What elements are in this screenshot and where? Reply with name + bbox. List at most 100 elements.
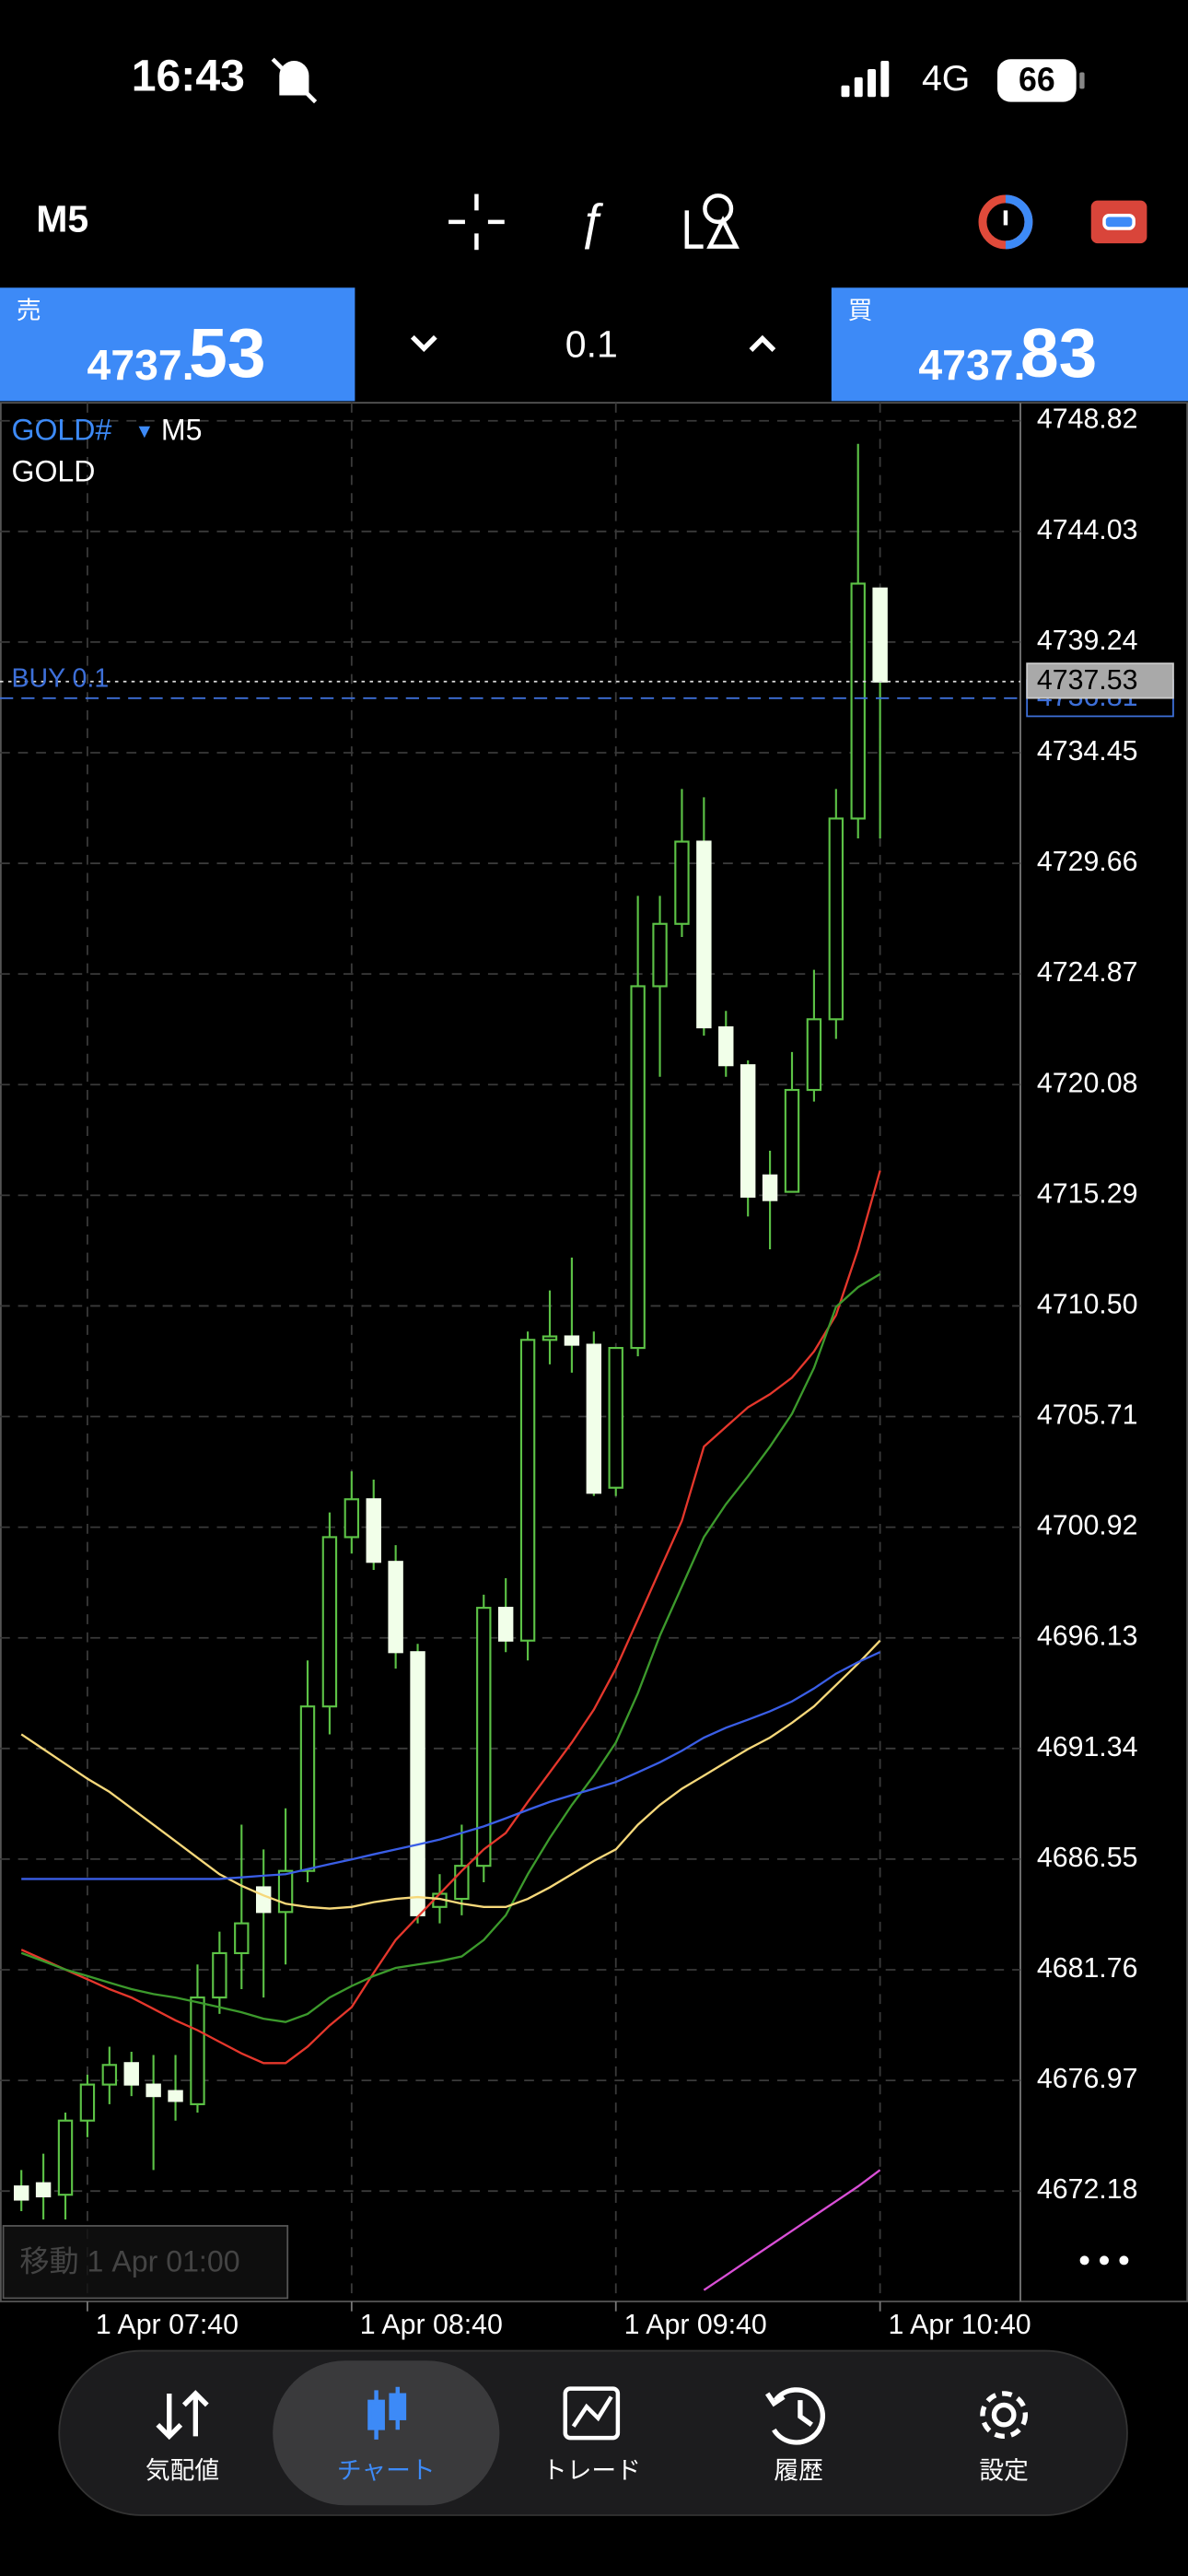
trade-icon: [563, 2386, 621, 2441]
candle-body: [410, 1651, 425, 1916]
candle-body: [850, 582, 866, 820]
candle-body: [212, 1951, 227, 1999]
y-tick-label: 4724.87: [1037, 957, 1138, 988]
timeframe-button[interactable]: M5: [36, 198, 88, 240]
objects-button[interactable]: [684, 193, 740, 249]
candle-body: [476, 1607, 492, 1868]
status-time: 16:43: [132, 51, 245, 100]
y-tick-label: 4720.08: [1037, 1068, 1138, 1098]
history-icon: [765, 2387, 826, 2445]
clock-button[interactable]: [978, 194, 1033, 250]
candle-body: [79, 2083, 96, 2122]
x-tick-label: 1 Apr 07:40: [96, 2310, 239, 2340]
chart-frame: [0, 402, 1188, 2302]
sell-label: 売: [17, 297, 41, 324]
indicator-line: [20, 1272, 881, 2023]
candle-body: [872, 587, 888, 683]
y-tick-label: 4748.82: [1037, 404, 1138, 435]
trade-button[interactable]: [1090, 200, 1147, 244]
sell-price-tail: 53: [189, 314, 265, 392]
battery-tip: [1079, 72, 1085, 89]
y-tick-label: 4676.97: [1037, 2064, 1138, 2094]
bid-price-box: [1026, 662, 1174, 699]
more-button[interactable]: [1079, 2255, 1129, 2266]
axes: 4748.82 4744.03 4739.24 4734.45 4729.66 4724.…: [11, 404, 1174, 2340]
battery-level: 66: [1019, 62, 1055, 99]
buy-button[interactable]: [831, 287, 1188, 402]
candle-body: [101, 2064, 118, 2086]
tab-label[interactable]: 履歴: [774, 2457, 823, 2485]
indicator-line: [20, 1639, 881, 1910]
y-tick-label: 4691.34: [1037, 1732, 1138, 1762]
candle-body: [255, 1886, 272, 1914]
candle-body: [299, 1705, 316, 1872]
buy-price-tail: 83: [1020, 314, 1097, 392]
candle-body: [57, 2119, 74, 2196]
x-tick-label: 1 Apr 08:40: [360, 2310, 503, 2340]
candle-body: [344, 1498, 360, 1539]
candle-body: [608, 1347, 623, 1489]
candle-body: [718, 1026, 734, 1067]
tab-label[interactable]: チャート: [337, 2457, 436, 2485]
candle-body: [388, 1561, 403, 1654]
candle-body: [234, 1922, 250, 1955]
crosshair-button[interactable]: [448, 193, 505, 251]
volume[interactable]: 0.1: [565, 322, 618, 365]
candle-body: [168, 2090, 183, 2102]
y-tick-label: 4705.71: [1037, 1400, 1138, 1431]
symbol-dropdown[interactable]: ▼: [134, 420, 154, 442]
volume-down[interactable]: [410, 334, 437, 353]
candle-body: [190, 1996, 205, 2105]
tab-label[interactable]: 設定: [979, 2457, 1029, 2485]
candle-body: [277, 1869, 294, 1914]
quotes-icon: [156, 2390, 209, 2441]
plot: [0, 443, 1021, 2291]
chart-timeframe: M5: [161, 414, 203, 447]
sell-price-head: 4737.: [87, 341, 194, 389]
y-tick-label: 4734.45: [1037, 736, 1138, 767]
signal-icon: [841, 61, 890, 98]
indicator-line: [20, 1170, 881, 2065]
candle-body: [366, 1498, 381, 1563]
candle-body: [564, 1335, 580, 1346]
candle-body: [630, 985, 646, 1350]
tabs: 気配値 チャート トレード 履歴 設定: [146, 2457, 1029, 2485]
y-tick-label: 4672.18: [1037, 2174, 1138, 2205]
candle-body: [497, 1607, 514, 1642]
candle-body: [828, 817, 844, 1021]
y-tick-label: 4729.66: [1037, 847, 1138, 877]
indicators-button[interactable]: ƒ: [577, 195, 605, 251]
y-tick-label: 4715.29: [1037, 1178, 1138, 1209]
indicator-line: [21, 1651, 881, 1880]
candle-body: [740, 1064, 756, 1198]
candle-body: [674, 840, 690, 925]
tab-label[interactable]: 気配値: [146, 2457, 219, 2485]
chart-tab-icon: [367, 2386, 407, 2440]
candle-body: [784, 1088, 800, 1193]
candle-body: [519, 1339, 536, 1642]
buy-label: 買: [848, 297, 873, 324]
indicator-line: [703, 2169, 881, 2291]
candle-body: [762, 1174, 778, 1201]
candle-body: [652, 922, 668, 988]
candle-body: [696, 840, 712, 1029]
candle-body: [321, 1536, 338, 1708]
scroll-box[interactable]: [2, 2225, 289, 2300]
tab-bar: [58, 2349, 1128, 2516]
candle-body: [13, 2185, 29, 2201]
position-label: BUY 0.1: [11, 664, 109, 694]
y-tick-label: 4700.92: [1037, 1511, 1138, 1541]
candle-body: [123, 2062, 139, 2086]
y-tick-label: 4681.76: [1037, 1953, 1138, 1984]
volume-up[interactable]: [749, 334, 776, 352]
candle-body: [806, 1018, 822, 1092]
symbol[interactable]: GOLD#: [11, 414, 111, 447]
y-tick-label: 4744.03: [1037, 515, 1138, 545]
sell-button[interactable]: [0, 287, 355, 402]
battery: [997, 59, 1077, 102]
tab-label[interactable]: トレード: [542, 2457, 641, 2485]
candle-body: [35, 2182, 52, 2198]
mute-icon: [271, 57, 318, 104]
buy-price-head: 4737.: [918, 341, 1025, 389]
